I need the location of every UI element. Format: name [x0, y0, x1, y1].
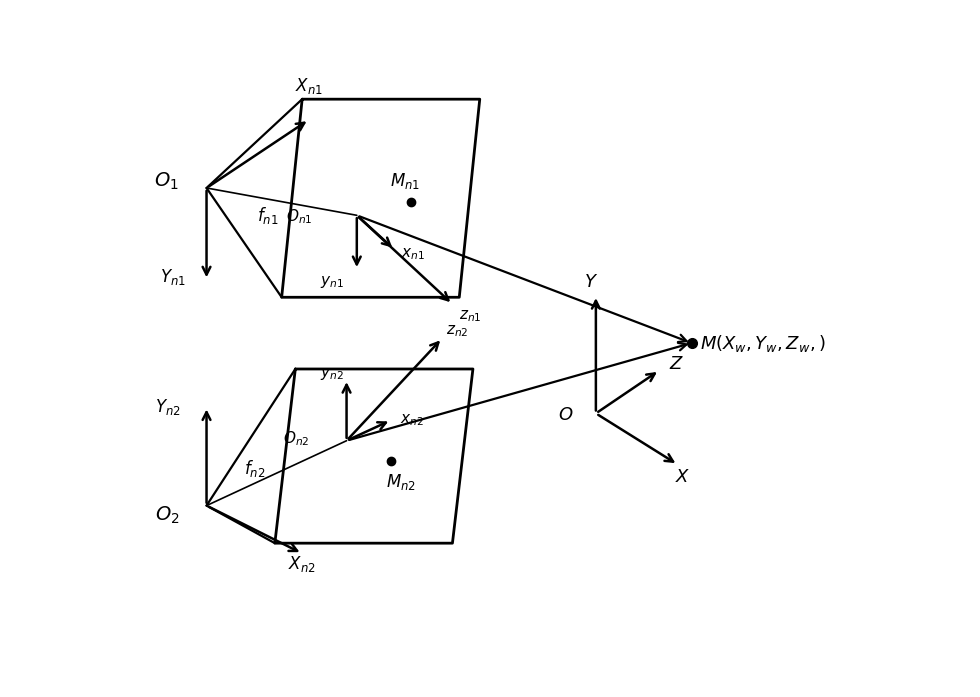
Text: $x_{n2}$: $x_{n2}$ — [400, 413, 423, 428]
Text: $O$: $O$ — [558, 406, 573, 424]
Text: $X_{n1}$: $X_{n1}$ — [295, 75, 323, 95]
Text: $z_{n2}$: $z_{n2}$ — [446, 323, 468, 339]
Text: $Y$: $Y$ — [584, 273, 598, 291]
Text: $Y_{n2}$: $Y_{n2}$ — [156, 397, 181, 417]
Text: $O_{n1}$: $O_{n1}$ — [286, 207, 313, 226]
Text: $Z$: $Z$ — [669, 355, 684, 372]
Text: $z_{n1}$: $z_{n1}$ — [460, 308, 482, 323]
Text: $M_{n2}$: $M_{n2}$ — [386, 472, 416, 491]
Text: $X_{n2}$: $X_{n2}$ — [288, 553, 316, 574]
Text: $O_{n2}$: $O_{n2}$ — [282, 429, 309, 448]
Text: $y_{n2}$: $y_{n2}$ — [319, 367, 343, 383]
Text: $O_1$: $O_1$ — [155, 171, 179, 192]
Text: $f_{n1}$: $f_{n1}$ — [257, 205, 278, 226]
Text: $O_2$: $O_2$ — [155, 505, 179, 526]
Text: $Y_{n1}$: $Y_{n1}$ — [160, 267, 186, 286]
Text: $M_{n1}$: $M_{n1}$ — [390, 171, 419, 191]
Text: $y_{n1}$: $y_{n1}$ — [319, 273, 343, 289]
Text: $x_{n1}$: $x_{n1}$ — [401, 246, 425, 262]
Text: $X$: $X$ — [675, 468, 690, 486]
Text: $f_{n2}$: $f_{n2}$ — [244, 457, 265, 479]
Text: $M(X_w, Y_w, Z_w,)$: $M(X_w, Y_w, Z_w,)$ — [701, 332, 826, 353]
